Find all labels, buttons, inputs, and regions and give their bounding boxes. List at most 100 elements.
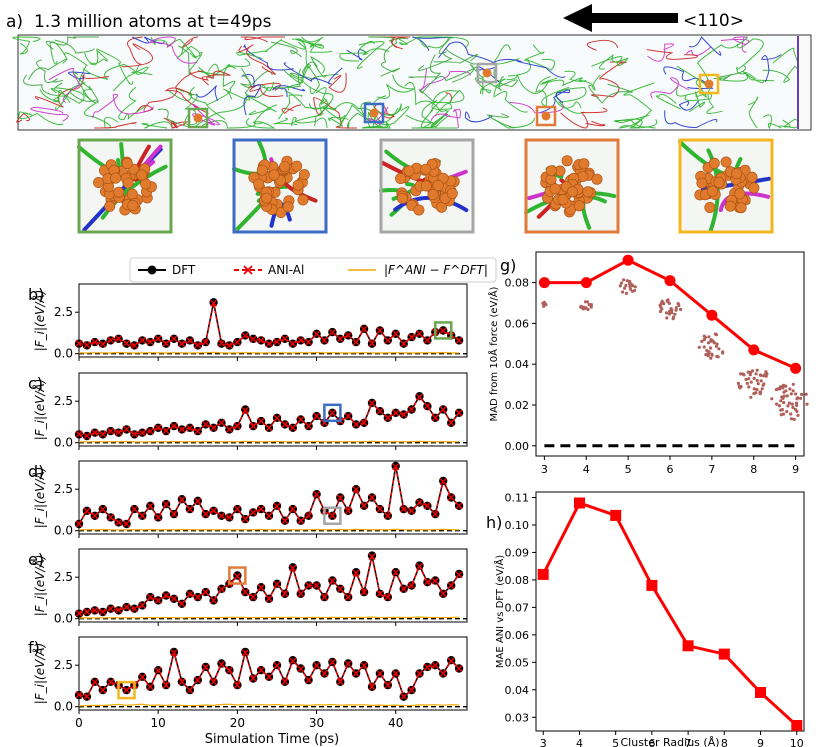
ani-point-stroke [281, 517, 289, 525]
dislocation-line [192, 104, 220, 126]
g-cluster-atom [790, 402, 794, 406]
cluster-atom [748, 182, 760, 194]
ani-point [423, 336, 431, 344]
panel-g-ylabel: MAD from 10Å force (eV/Å) [487, 286, 500, 421]
ani-point [352, 420, 360, 428]
ani-point-stroke [178, 425, 186, 433]
g-cluster-atom [587, 302, 591, 307]
ani-point-stroke [344, 331, 352, 339]
force-panel-frame [78, 460, 468, 535]
ani-point-stroke [202, 588, 210, 596]
zoom-inset [232, 138, 328, 234]
ani-point-stroke [130, 430, 138, 438]
ani-point [138, 336, 146, 344]
ani-point-stroke [360, 419, 368, 427]
cluster-atom [420, 163, 432, 175]
ani-point-stroke [376, 407, 384, 415]
ani-point-stroke [233, 572, 241, 580]
ani-point-stroke [218, 585, 226, 593]
dislocation-network [12, 36, 801, 130]
h-point [574, 497, 585, 509]
ani-point [107, 678, 115, 686]
force-xtick-label: 20 [230, 716, 245, 730]
g-cluster-atom [744, 377, 748, 381]
ani-point-stroke [83, 692, 91, 700]
ani-point [241, 649, 249, 657]
dislocation-line [376, 74, 416, 99]
g-cluster-atom [796, 396, 800, 400]
ani-point-stroke [83, 507, 91, 515]
g-cluster-atom [714, 344, 719, 348]
ani-point-stroke [376, 326, 384, 334]
g-cluster-atom [736, 381, 741, 385]
dislocation-line [206, 65, 237, 106]
ani-point-stroke [170, 595, 178, 603]
force-panel: c)|F_i|(eV/Å) 0.0 2.5 [28, 372, 468, 450]
g-ytick-label: 0.00 [505, 440, 530, 453]
ani-point [439, 327, 447, 335]
ani-point [91, 429, 99, 437]
g-point [748, 344, 760, 356]
force-ytick-label: 2.5 [54, 482, 73, 496]
dislocation-line [23, 74, 68, 97]
dislocation-line [201, 117, 276, 129]
force-panel: d)|F_i|(eV/Å) 0.0 2.5 [28, 460, 468, 538]
cluster-atom [403, 165, 415, 177]
ani-point-stroke [249, 593, 257, 601]
ani-point [415, 562, 423, 570]
g-cluster-atom [759, 379, 763, 383]
g-cluster-atom [658, 309, 663, 314]
ani-point-stroke [273, 502, 281, 510]
ani-point-stroke [130, 505, 138, 513]
ani-point [83, 608, 91, 616]
dislocation-line [121, 43, 153, 68]
ani-point [400, 340, 408, 348]
g-cluster-atom [677, 303, 681, 307]
ani-point-stroke [265, 424, 273, 432]
ani-point [170, 422, 178, 430]
dislocation-line [373, 95, 402, 116]
ani-point-stroke [202, 338, 210, 346]
ani-point [281, 517, 289, 525]
ani-point-stroke [99, 505, 107, 513]
ani-point [186, 337, 194, 345]
ani-point [249, 422, 257, 430]
ani-point-stroke [336, 494, 344, 502]
ani-point-stroke [162, 339, 170, 347]
g-cluster-atom [583, 300, 588, 304]
dislocation-line [411, 93, 448, 129]
ani-point-stroke [210, 678, 218, 686]
dislocation-line [646, 49, 699, 60]
dislocation-line [346, 112, 380, 130]
ani-point-stroke [289, 564, 297, 572]
ani-point [360, 325, 368, 333]
ani-point [408, 686, 416, 694]
g-cluster-atom [622, 278, 626, 282]
ani-point [146, 593, 154, 601]
dislocation-line [418, 47, 479, 102]
ani-point [400, 505, 408, 513]
dislocation-line [688, 36, 722, 56]
cluster-atom [127, 200, 139, 212]
dislocation-line [243, 44, 294, 71]
ani-point [305, 512, 313, 520]
ani-point [99, 340, 107, 348]
h-ytick-label: 0.06 [505, 629, 530, 642]
ani-point [297, 590, 305, 598]
ani-point-stroke [99, 340, 107, 348]
ani-point-stroke [257, 505, 265, 513]
ani-point [249, 674, 257, 682]
dislocation-line [28, 58, 68, 80]
dislocation-line [272, 85, 306, 98]
g-cluster-atom [779, 408, 783, 412]
ani-point [91, 512, 99, 520]
ani-point-stroke [138, 601, 146, 609]
ani-point [130, 341, 138, 349]
ani-point-stroke [241, 649, 249, 657]
ani-point [265, 512, 273, 520]
ani-point-stroke [368, 399, 376, 407]
force-panel: b)|F_i|(eV/Å) 0.0 2.5 [28, 283, 468, 361]
zoom-inset-border [524, 138, 620, 234]
zoom-insets [77, 138, 774, 234]
